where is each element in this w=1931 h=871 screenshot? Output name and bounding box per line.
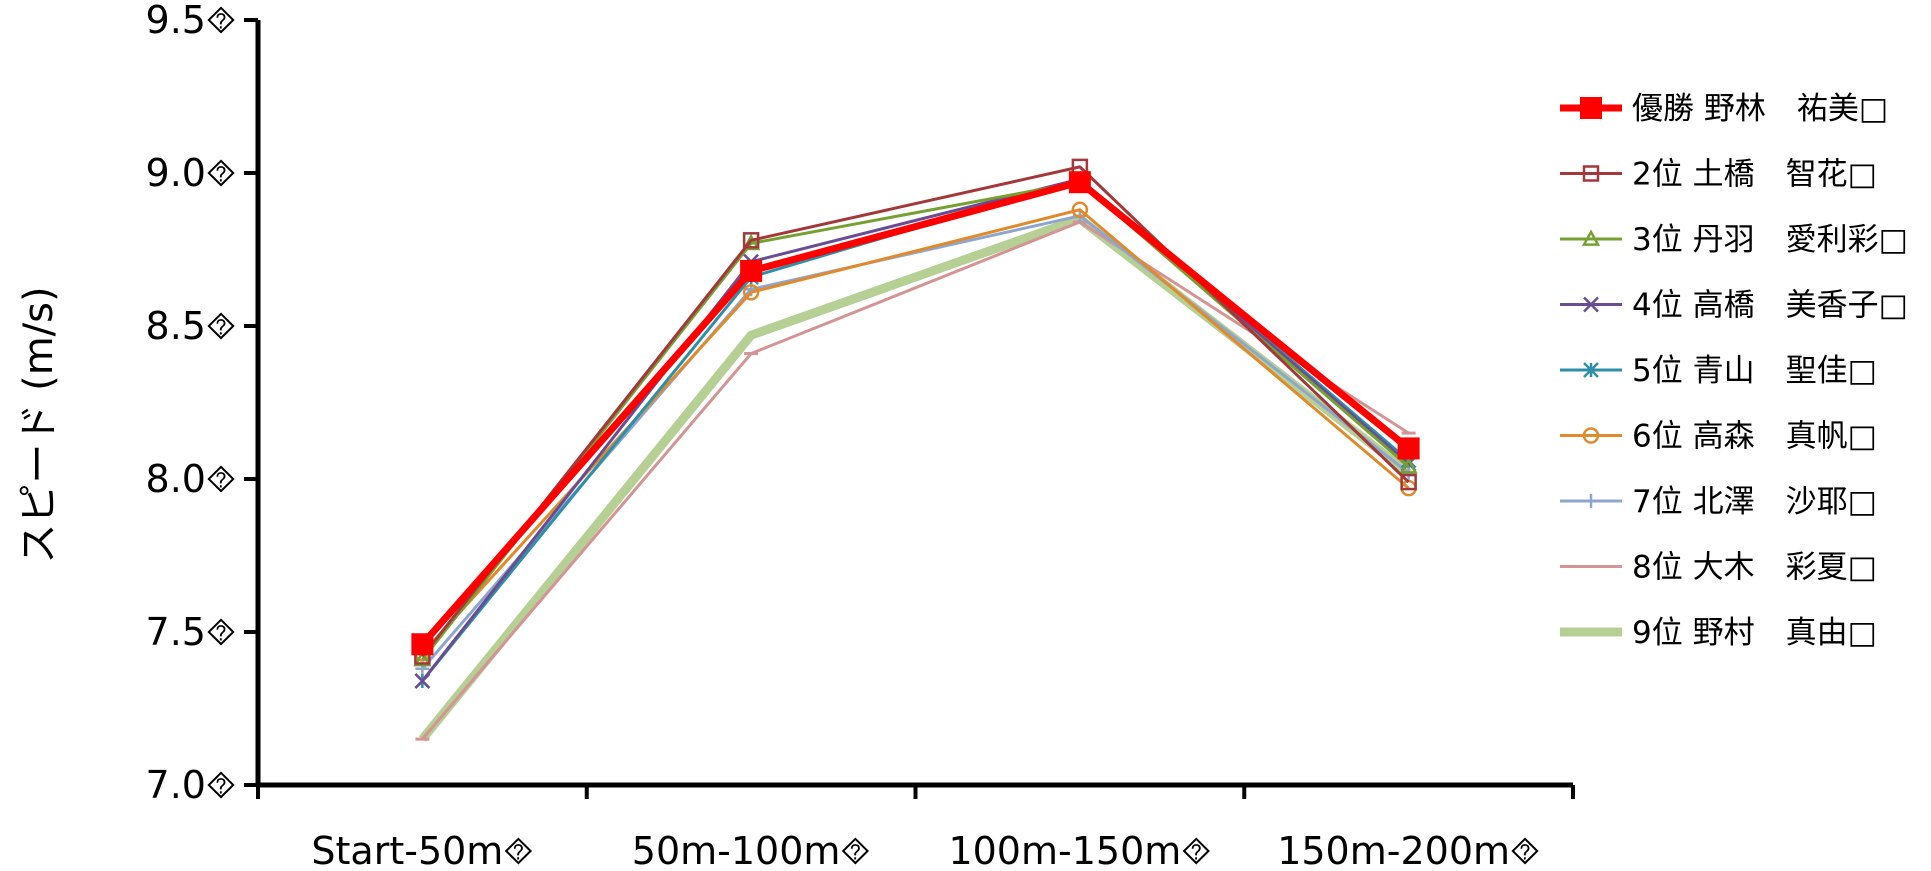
data-point-square [1582,165,1600,182]
legend-label: 4位 高橋 美香子□ [1632,288,1908,324]
x-tick-label: Start-50m⯑ [311,829,533,871]
legend-label: 2位 土橋 智花□ [1632,157,1877,193]
series-path [421,165,1410,658]
data-point-x [414,673,431,689]
legend-entry: 3位 丹羽 愛利彩□ [1560,222,1908,258]
series-path [421,214,1410,670]
legend-entry: 9位 野村 真由□ [1560,615,1877,651]
legend-label: 優勝 野林 祐美□ [1632,91,1888,127]
y-axis-title: スピード (m/s) [16,286,62,563]
y-tick-label: 7.0⯑ [146,763,236,807]
data-point-square [411,633,434,656]
data-point-circle [1071,201,1089,218]
legend: 優勝 野林 祐美□ 2位 土橋 智花□ 3位 丹羽 愛利彩□ 4位 高橋 美香子□ 5位… [1560,91,1908,651]
series-line [413,172,1418,667]
legend-label: 9位 野村 真由□ [1632,615,1877,651]
series-line [414,158,1417,665]
series [411,158,1420,742]
series-line [411,171,1420,656]
data-point-plus [1584,494,1598,508]
data-point-square [742,232,760,249]
data-point-circle [742,284,760,301]
series-path [421,177,1410,682]
data-point-circle [1582,427,1600,444]
data-point-x [1583,296,1599,313]
y-tick-label: 8.5⯑ [146,304,236,348]
legend-entry: 6位 高森 真帆□ [1560,419,1877,455]
series-path [421,220,1410,741]
legend-entry: 8位 大木 彩夏□ [1560,550,1877,586]
y-tick-label: 9.0⯑ [146,151,236,195]
series-line [414,201,1417,662]
legend-entry: 2位 土橋 智花□ [1560,157,1877,193]
ticks: 7.0⯑ 7.5⯑ 8.0⯑ 8.5⯑ 9.0⯑ 9.5⯑ Start-50m⯑ 50m-10… [146,0,1575,871]
legend-entry: 4位 高橋 美香子□ [1560,288,1908,324]
data-point-asterisk [1583,362,1599,378]
y-tick-label: 9.5⯑ [146,0,236,42]
legend-label: 6位 高森 真帆□ [1632,419,1877,455]
legend-entry: 5位 青山 聖佳□ [1560,353,1877,389]
data-point-square [1068,171,1091,194]
axes [255,20,1573,788]
y-tick-label: 7.5⯑ [146,610,236,654]
data-point-triangle [1399,457,1418,474]
series-path [421,177,1410,682]
legend-entry: 7位 北澤 沙耶□ [1560,484,1877,520]
series-path [419,178,1411,647]
x-tick-label: 50m-100m⯑ [632,829,871,871]
data-point-square [1400,473,1417,491]
legend-label: 7位 北澤 沙耶□ [1632,484,1877,520]
y-tick-label: 8.0⯑ [146,457,236,501]
legend-label: 3位 丹羽 愛利彩□ [1632,222,1908,258]
data-point-triangle [1581,229,1601,246]
legend-label: 8位 大木 彩夏□ [1632,550,1877,586]
x-tick-label: 150m-200m⯑ [1277,829,1540,871]
data-point-square [1580,97,1602,119]
data-point-square [740,259,763,282]
data-point-triangle [413,649,432,667]
x-tick-label: 100m-150m⯑ [948,829,1211,871]
data-point-square [1397,437,1420,460]
legend-entry: 優勝 野林 祐美□ [1560,91,1888,127]
legend-label: 5位 青山 聖佳□ [1632,353,1877,389]
